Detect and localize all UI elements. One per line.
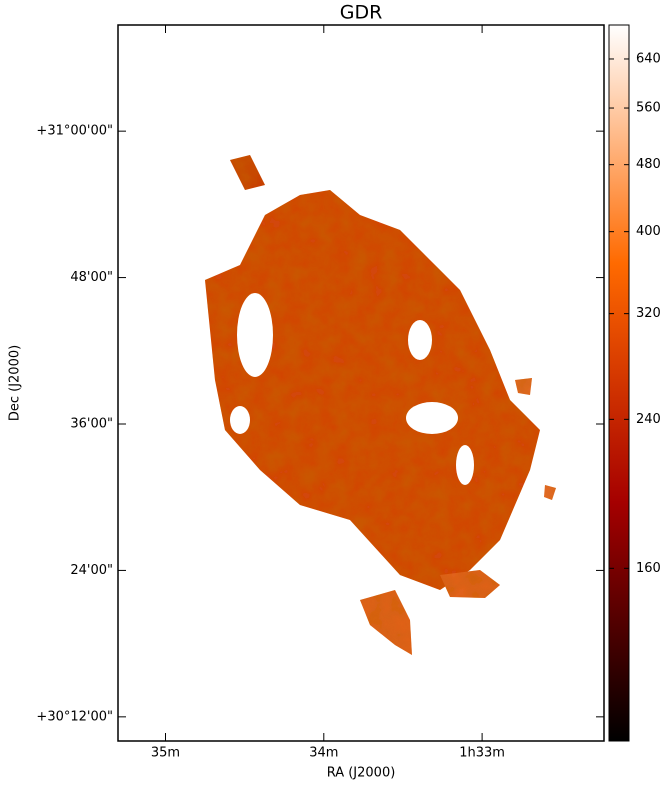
- y-tick-label: 36'00": [70, 416, 113, 431]
- colorbar-tick-label: 640: [636, 51, 661, 66]
- y-axis-label: Dec (J2000): [8, 345, 23, 421]
- colorbar-tick-label: 480: [636, 157, 661, 172]
- y-tick-label: 24'00": [70, 563, 113, 578]
- plot-frame: [117, 24, 605, 742]
- y-tick-label: +30°12'00": [36, 709, 113, 724]
- y-tick-label: +31°00'00": [36, 124, 113, 139]
- colorbar-tick-label: 560: [636, 101, 661, 116]
- x-tick-label: 35m: [151, 746, 180, 761]
- map: [205, 155, 556, 655]
- x-tick-label: 34m: [309, 746, 338, 761]
- x-axis-label: RA (J2000): [327, 766, 396, 781]
- map-gaps: [230, 293, 474, 485]
- colorbar-tick-label: 320: [636, 306, 661, 321]
- colorbar-tick-label: 400: [636, 224, 661, 239]
- colorbar-tick-label: 240: [636, 412, 661, 427]
- colorbar: [608, 24, 630, 742]
- colorbar-tick-label: 160: [636, 561, 661, 576]
- chart-title: GDR: [340, 2, 383, 24]
- x-tick-label: 1h33m: [459, 746, 505, 761]
- y-tick-label: 48'00": [70, 270, 113, 285]
